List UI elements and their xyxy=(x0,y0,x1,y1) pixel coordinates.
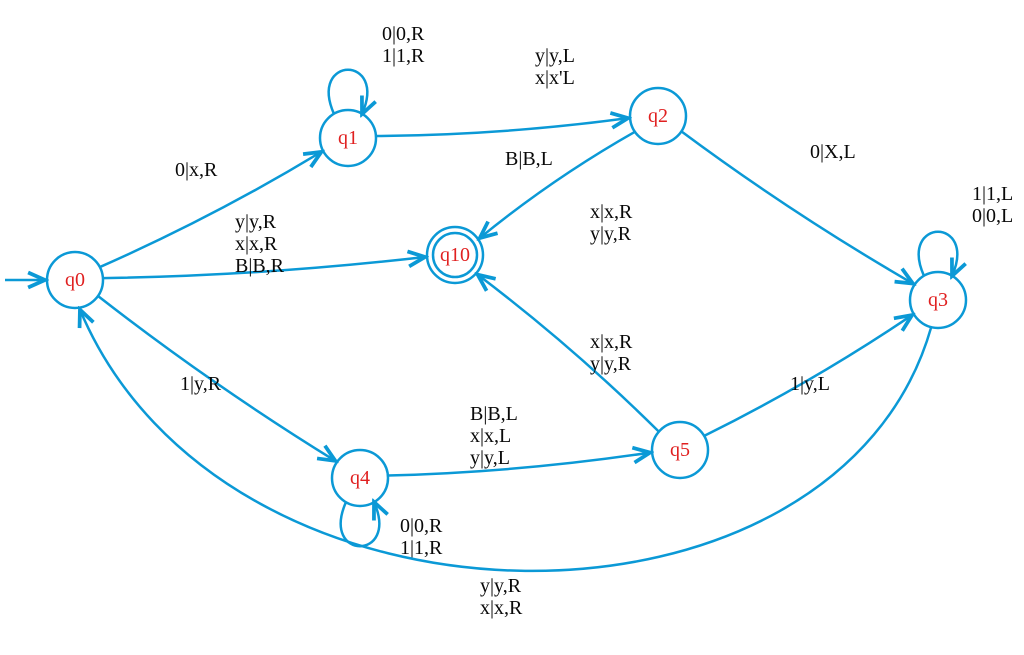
transition-label: x|x,L xyxy=(470,425,511,447)
state-label: q0 xyxy=(65,269,85,291)
transition-label: 0|X,L xyxy=(810,141,856,163)
state-q10: q10 xyxy=(427,227,483,283)
state-q2: q2 xyxy=(630,88,686,144)
transition-label: x|x,R xyxy=(590,201,633,223)
transition-label: B|B,L xyxy=(505,148,553,170)
state-label: q1 xyxy=(338,127,358,149)
transition-label: 1|1,R xyxy=(400,537,443,559)
state-q1: q1 xyxy=(320,110,376,166)
transition-label: B|B,R xyxy=(235,255,285,277)
state-label: q3 xyxy=(928,289,948,311)
transition-label: 0|0,L xyxy=(972,205,1013,227)
transition-label: y|y,L xyxy=(470,447,510,469)
transition-label: x|x,R xyxy=(590,331,633,353)
state-q4: q4 xyxy=(332,450,388,506)
transition-label: y|y,L xyxy=(535,45,575,67)
transition-label: 0|0,R xyxy=(382,23,425,45)
state-label: q4 xyxy=(350,467,370,489)
state-q3: q3 xyxy=(910,272,966,328)
transition-label: 1|1,L xyxy=(972,183,1013,205)
state-q0: q0 xyxy=(47,252,103,308)
transition-label: x|x,R xyxy=(480,597,523,619)
transition-label: y|y,R xyxy=(590,223,632,245)
transition-label: 0|x,R xyxy=(175,159,218,181)
transition-label: y|y,R xyxy=(480,575,522,597)
state-label: q5 xyxy=(670,439,690,461)
state-label: q2 xyxy=(648,105,668,127)
transition-label: B|B,L xyxy=(470,403,518,425)
transition-label: 1|y,R xyxy=(180,373,222,395)
state-label: q10 xyxy=(440,244,470,266)
transition-label: x|x'L xyxy=(535,67,575,89)
transition-label: x|x,R xyxy=(235,233,278,255)
transition-label: 1|y,L xyxy=(790,373,830,395)
transition-label: 0|0,R xyxy=(400,515,443,537)
transition-label: y|y,R xyxy=(590,353,632,375)
transition-label: y|y,R xyxy=(235,211,277,233)
state-q5: q5 xyxy=(652,422,708,478)
transition-label: 1|1,R xyxy=(382,45,425,67)
